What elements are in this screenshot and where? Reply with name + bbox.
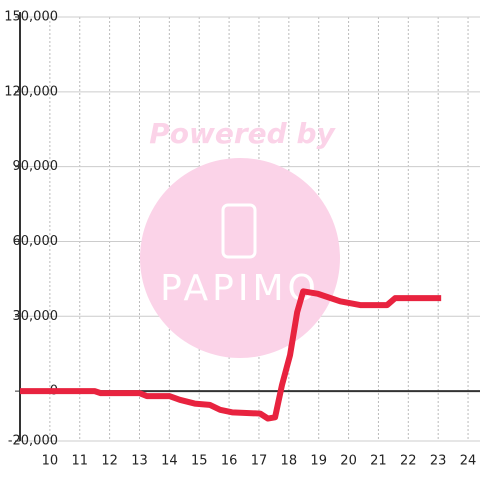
x-tick-label: 24 (460, 454, 477, 469)
x-tick-label: 16 (221, 454, 238, 469)
x-tick-label: 17 (251, 454, 268, 469)
y-tick-label: 60,000 (13, 234, 59, 249)
watermark-text: Powered by (149, 117, 336, 150)
x-tick-label: 12 (101, 454, 118, 469)
watermark-icon (221, 203, 257, 259)
x-tick-label: 14 (161, 454, 178, 469)
x-tick-label: 10 (42, 454, 59, 469)
y-tick-label: 150,000 (4, 10, 58, 25)
x-tick-label: 22 (400, 454, 417, 469)
y-tick-label: -20,000 (8, 434, 58, 449)
x-tick-label: 20 (340, 454, 357, 469)
y-tick-label: 30,000 (13, 309, 59, 324)
watermark-text: PAPIMO (160, 268, 320, 309)
x-tick-label: 21 (370, 454, 387, 469)
x-tick-label: 11 (71, 454, 88, 469)
x-tick-label: 19 (310, 454, 327, 469)
y-tick-label: 90,000 (13, 159, 59, 174)
watermark: Powered by PAPIMO (140, 117, 340, 358)
x-tick-label: 18 (281, 454, 298, 469)
x-tick-label: 13 (131, 454, 148, 469)
line (20, 288, 442, 422)
x-tick-label: 23 (430, 454, 447, 469)
y-tick-label: 120,000 (4, 84, 58, 99)
x-tick-label: 15 (191, 454, 208, 469)
